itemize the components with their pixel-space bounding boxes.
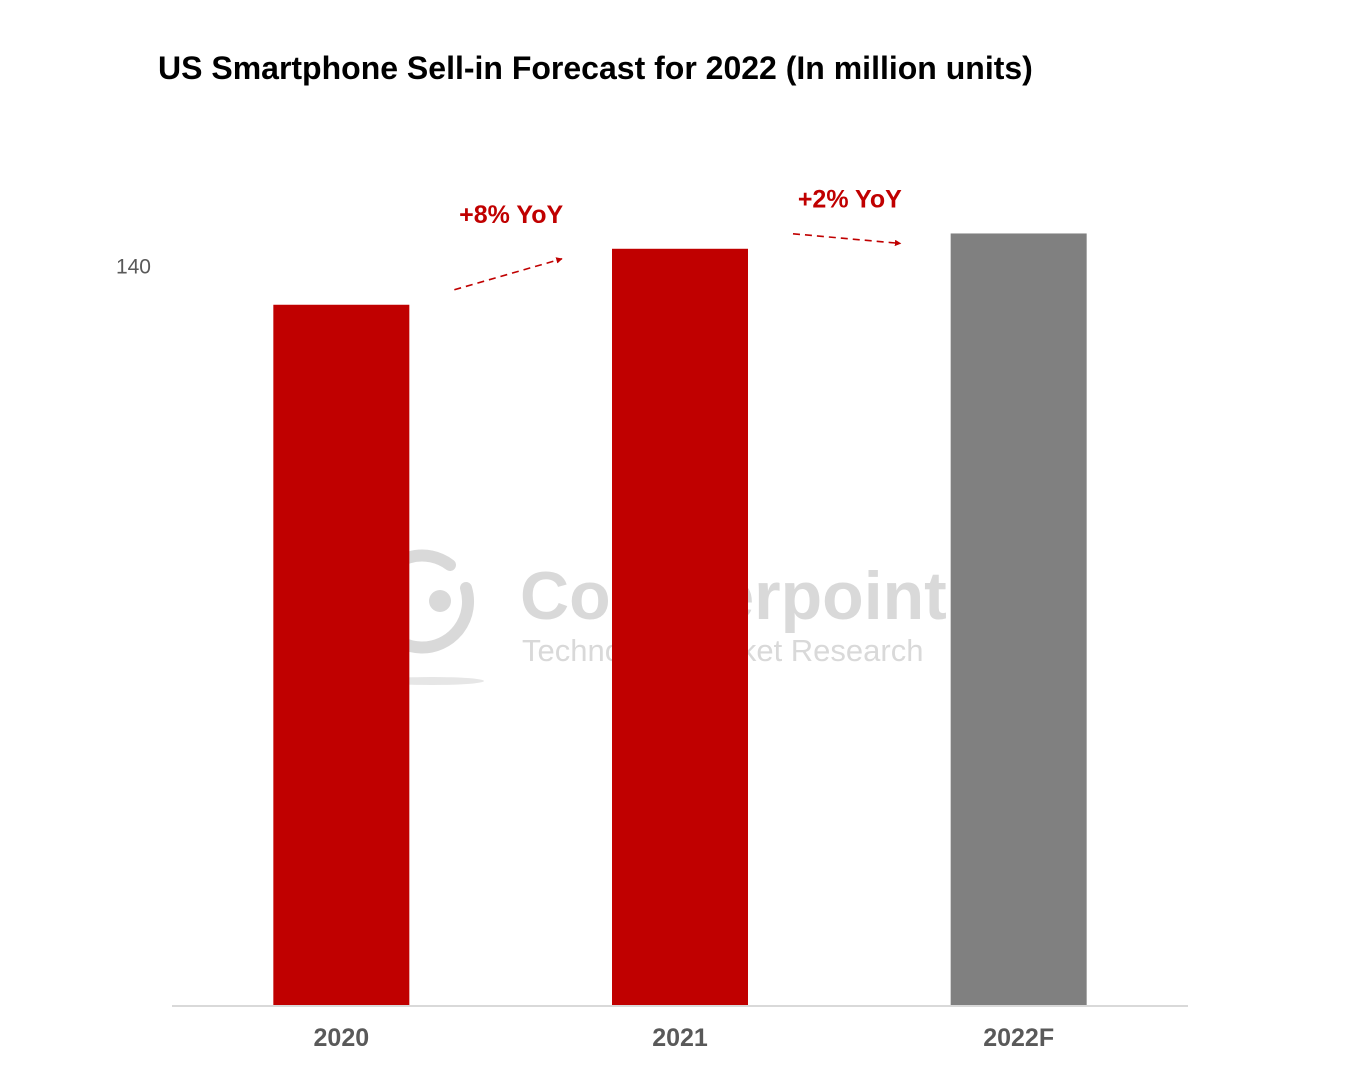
bar-2021 [612, 248, 748, 1006]
y-axis: 140 [116, 256, 151, 279]
x-tick-label: 2020 [314, 1024, 370, 1052]
bars [273, 233, 1087, 1007]
bar-2020 [273, 304, 410, 1006]
y-tick-label: 140 [116, 256, 151, 279]
yoy-label: +8% YoY [459, 201, 563, 229]
yoy-arrow [792, 232, 902, 247]
yoy-label: +2% YoY [798, 185, 902, 213]
x-tick-label: 2021 [652, 1024, 708, 1052]
x-tick-label: 2022F [983, 1024, 1054, 1052]
yoy-arrow [454, 257, 563, 291]
yoy-annotations: +8% YoY +2% YoY [454, 185, 902, 291]
x-axis: 2020 2021 2022F [314, 1024, 1055, 1052]
bar-2022F [950, 233, 1087, 1007]
chart-title: US Smartphone Sell-in Forecast for 2022 … [158, 50, 1033, 86]
